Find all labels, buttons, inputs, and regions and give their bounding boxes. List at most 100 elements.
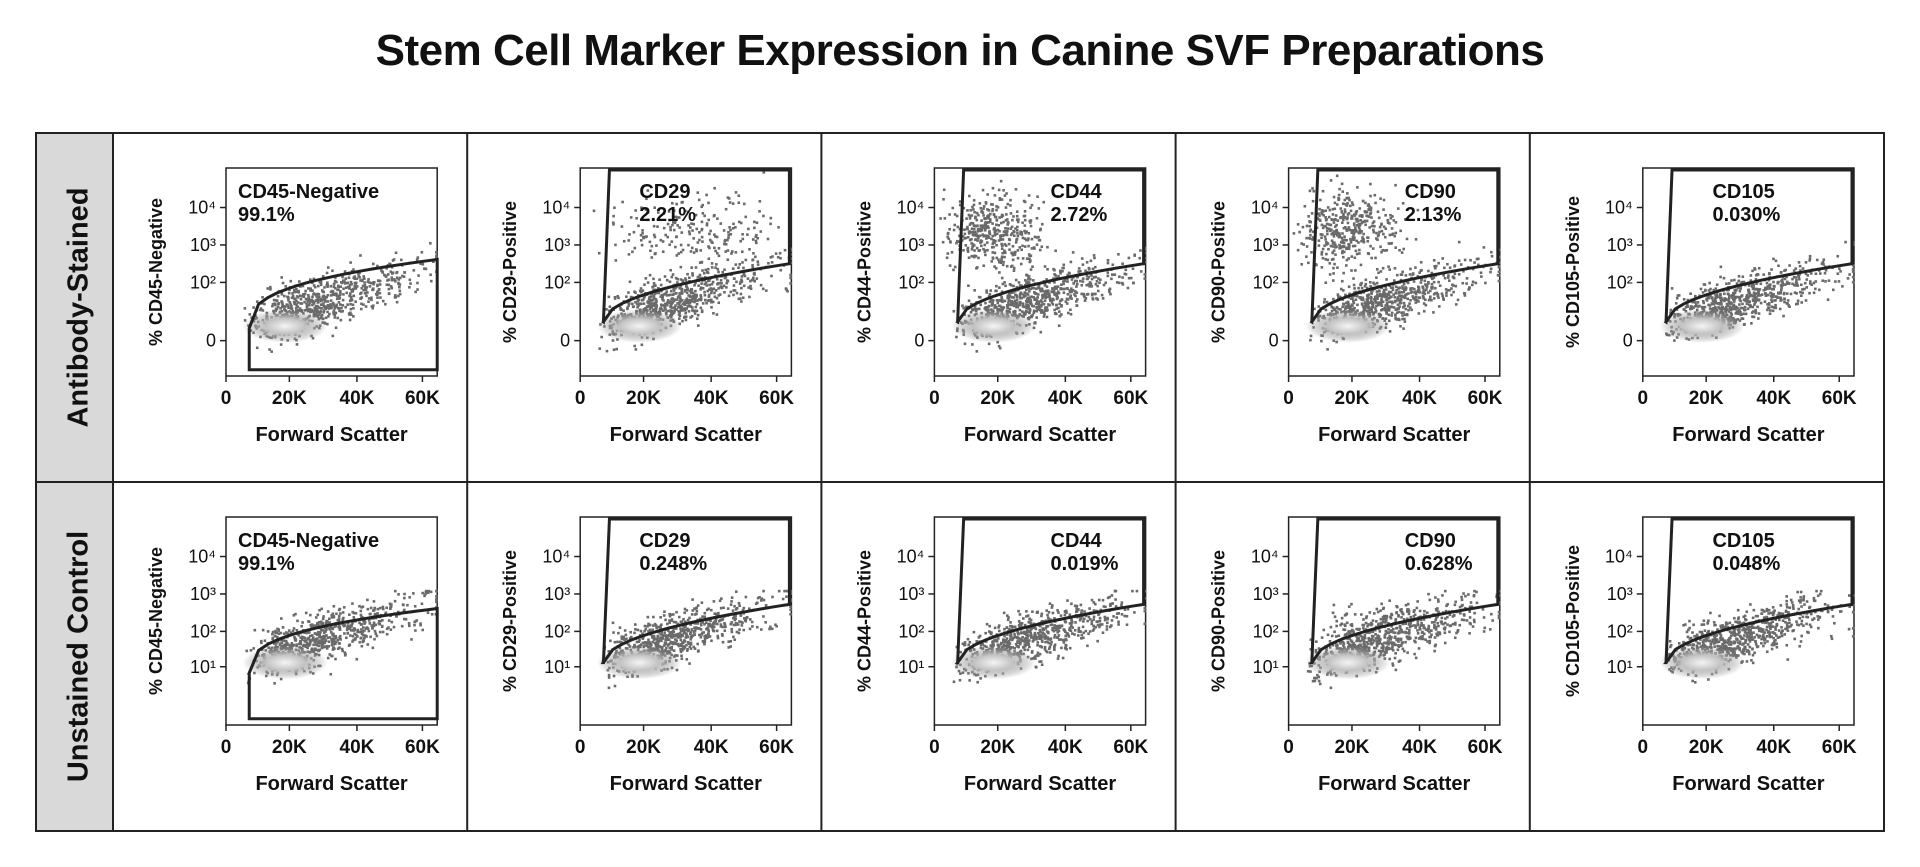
- event: [1353, 230, 1356, 234]
- event: [998, 198, 1002, 202]
- event: [980, 240, 984, 243]
- event: [1782, 314, 1785, 318]
- event: [371, 287, 375, 290]
- event: [1402, 288, 1406, 292]
- event: [740, 250, 744, 254]
- event: [368, 281, 371, 284]
- event: [1027, 194, 1031, 197]
- event: [299, 302, 302, 305]
- event: [1086, 292, 1090, 296]
- event: [1053, 291, 1056, 294]
- event: [1002, 220, 1005, 224]
- event: [675, 298, 679, 301]
- event: [339, 285, 342, 288]
- event: [978, 249, 982, 252]
- event: [729, 228, 732, 232]
- event: [1699, 287, 1703, 291]
- event: [691, 229, 694, 232]
- event: [1810, 283, 1814, 286]
- event: [991, 222, 994, 225]
- gate-percent: 2.72%: [1051, 204, 1108, 226]
- event: [698, 231, 701, 234]
- event: [318, 641, 321, 645]
- event: [1819, 272, 1822, 275]
- event: [1365, 301, 1369, 305]
- event: [1395, 311, 1399, 315]
- event: [1465, 277, 1469, 280]
- event: [279, 307, 282, 310]
- event: [1448, 288, 1451, 292]
- event: [1367, 301, 1370, 305]
- event: [1006, 296, 1010, 300]
- event: [368, 622, 372, 625]
- event: [1714, 301, 1717, 305]
- event: [1347, 243, 1351, 247]
- event: [1703, 305, 1707, 309]
- event: [972, 208, 975, 211]
- event: [1073, 293, 1076, 296]
- event: [715, 263, 718, 266]
- event: [1457, 272, 1461, 276]
- event: [1774, 295, 1777, 298]
- event: [1353, 213, 1356, 216]
- event: [1022, 293, 1025, 297]
- event: [1772, 284, 1776, 288]
- event: [273, 682, 276, 685]
- event: [1421, 291, 1425, 295]
- event: [358, 271, 361, 275]
- event: [673, 309, 676, 313]
- event: [1357, 231, 1361, 235]
- event: [1348, 198, 1351, 202]
- event: [664, 233, 668, 237]
- event: [726, 196, 730, 199]
- event: [1082, 294, 1086, 297]
- event: [1023, 305, 1026, 309]
- event: [1701, 307, 1704, 310]
- event: [598, 347, 601, 350]
- event: [1000, 305, 1003, 309]
- event: [751, 263, 754, 267]
- event: [363, 291, 367, 295]
- event: [1400, 251, 1404, 254]
- event: [1384, 227, 1388, 231]
- event: [993, 265, 996, 268]
- event: [1384, 304, 1387, 307]
- event: [306, 299, 309, 302]
- event: [1738, 289, 1742, 293]
- event: [1057, 274, 1060, 278]
- event: [1822, 263, 1825, 266]
- gate-percent: 2.21%: [639, 204, 696, 226]
- event: [732, 293, 735, 297]
- event: [1755, 296, 1758, 300]
- event: [327, 304, 331, 308]
- event: [1006, 227, 1010, 230]
- event: [1029, 224, 1033, 228]
- event: [653, 235, 657, 239]
- gate-percent: 2.13%: [1405, 204, 1462, 226]
- event: [667, 210, 671, 213]
- event: [261, 309, 265, 312]
- event: [1043, 265, 1047, 268]
- event: [993, 241, 996, 244]
- event: [1024, 231, 1027, 235]
- event: [663, 302, 667, 306]
- event: [679, 250, 683, 254]
- event: [704, 298, 707, 302]
- event: [1080, 292, 1084, 296]
- event: [1350, 255, 1354, 258]
- event: [1730, 279, 1733, 282]
- event: [1319, 233, 1323, 236]
- event: [1018, 294, 1022, 298]
- event: [1016, 249, 1020, 252]
- event: [1779, 270, 1783, 274]
- event: [997, 239, 1001, 242]
- event: [380, 624, 384, 628]
- event: [1006, 223, 1010, 226]
- event: [1742, 308, 1746, 312]
- event: [1377, 289, 1381, 293]
- event: [1361, 236, 1364, 239]
- event: [1768, 287, 1772, 290]
- event: [393, 599, 397, 603]
- event: [1020, 296, 1023, 300]
